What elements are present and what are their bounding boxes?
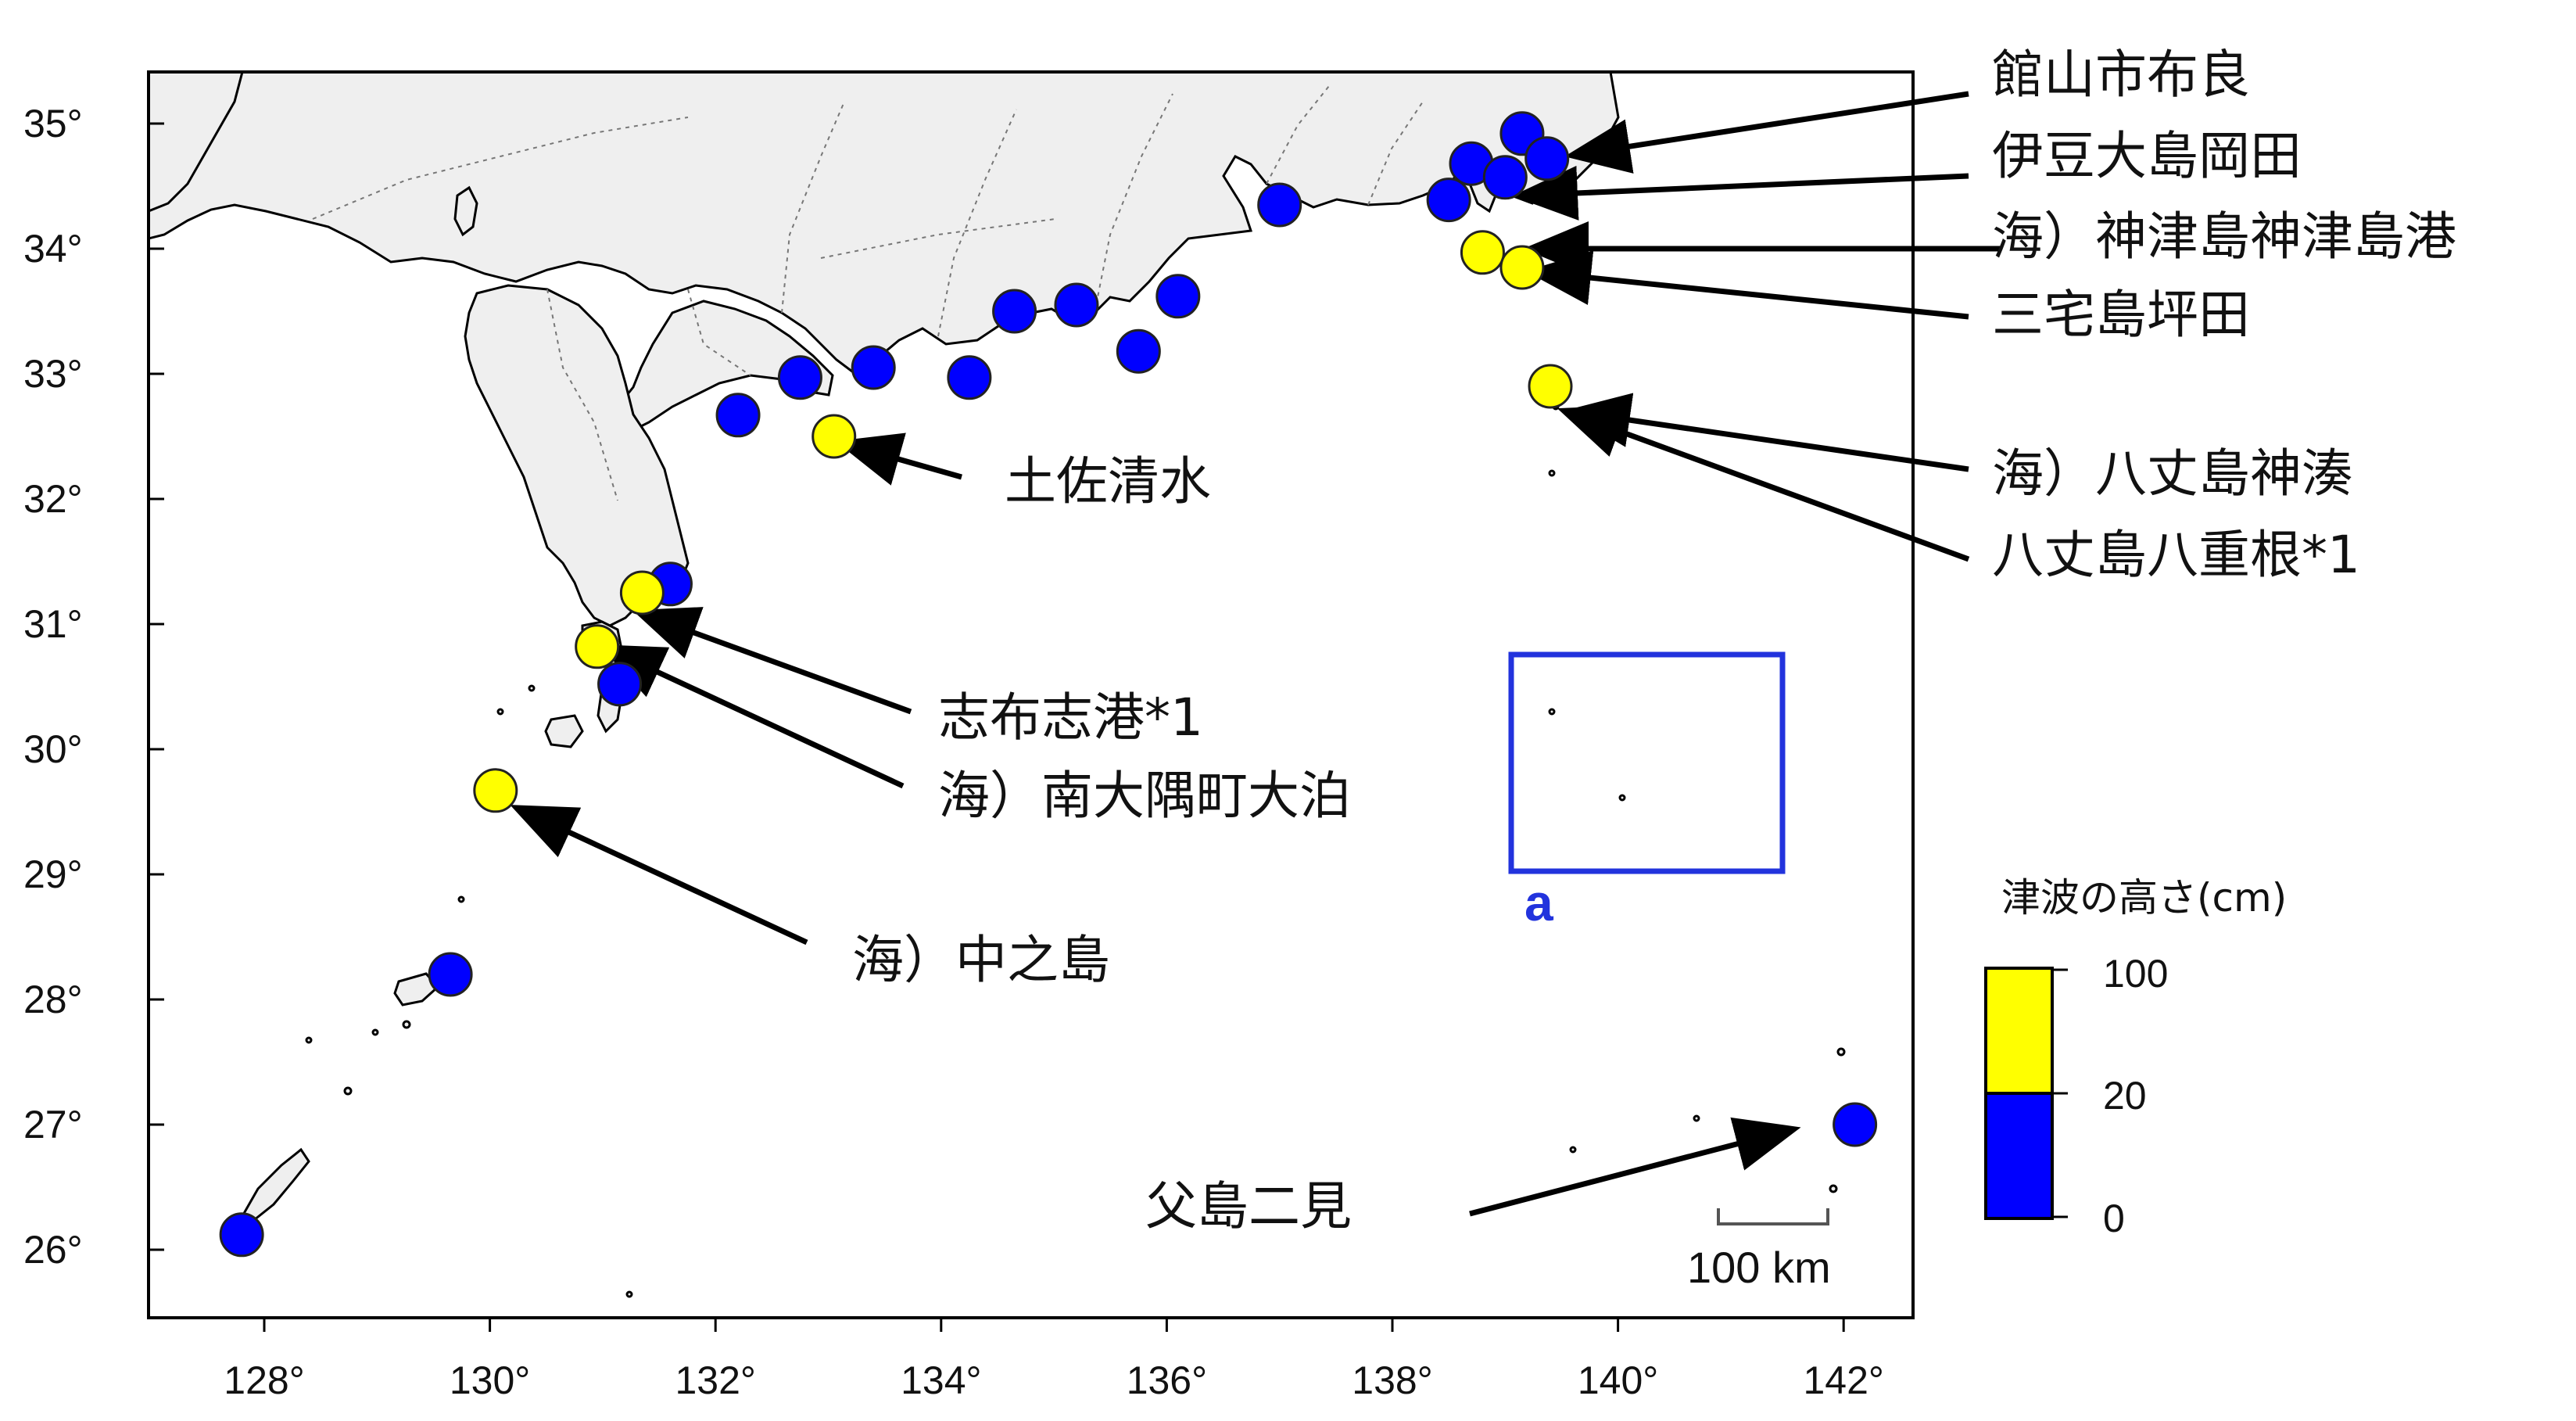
arrows	[510, 91, 2001, 1217]
lat-tick-label: 31°	[23, 602, 83, 646]
okinawa-island	[240, 1147, 310, 1222]
station-marker-low	[1482, 155, 1528, 200]
coastline-layer	[149, 72, 1846, 1298]
arrow-miyake	[1525, 250, 1969, 320]
station-marker-high	[575, 624, 620, 669]
station-marker-low	[851, 345, 896, 390]
lat-tick-label: 27°	[23, 1103, 83, 1146]
kyushu-landmass	[464, 284, 690, 627]
station-marker-high	[811, 414, 857, 459]
prefecture-boundaries	[312, 85, 1424, 501]
lon-tick-label: 132°	[675, 1358, 755, 1402]
lat-tick-label: 26°	[23, 1228, 83, 1272]
tsushima-island	[453, 185, 478, 237]
arrow-shibushi	[632, 607, 912, 715]
lon-tick-label: 142°	[1803, 1358, 1883, 1402]
station-marker-high	[473, 768, 518, 813]
legend-tick-0: 0	[2103, 1197, 2125, 1240]
yakushima-island	[544, 714, 584, 748]
lon-tick-label: 136°	[1127, 1358, 1207, 1402]
lon-tick-label: 130°	[450, 1358, 530, 1402]
arrow-hachijo-yaene	[1557, 405, 1970, 562]
station-marker-low	[428, 952, 473, 997]
station-labels: 館山市布良 伊豆大島岡田 海）神津島神津島港 三宅島坪田 海）八丈島神湊 八丈島…	[852, 45, 2456, 1236]
station-marker-low	[1116, 328, 1161, 374]
map-frame	[147, 70, 1915, 1319]
label-oshima: 伊豆大島岡田	[1992, 126, 2302, 186]
station-marker-low	[1833, 1102, 1878, 1147]
lat-tick-label: 35°	[23, 102, 83, 145]
station-markers	[219, 111, 1878, 1258]
station-marker-high	[1499, 245, 1545, 290]
label-nakanoshima: 海）中之島	[852, 930, 1110, 990]
label-hachijo-kaminato: 海）八丈島神湊	[1992, 443, 2353, 504]
station-marker-low	[1426, 178, 1471, 223]
lat-tick-label: 28°	[23, 978, 83, 1021]
arrow-chichijima	[1469, 1117, 1801, 1217]
inset-box	[1508, 651, 1786, 874]
station-marker-low	[1524, 136, 1570, 181]
label-tateyama: 館山市布良	[1992, 45, 2250, 105]
label-shibushi: 志布志港*1	[938, 687, 1203, 748]
station-marker-low	[715, 393, 761, 438]
latitude-axis: 35° 34° 33° 32° 31° 30° 29° 28° 27° 26°	[23, 102, 164, 1272]
station-marker-high	[619, 570, 665, 615]
small-islands	[305, 403, 1846, 1298]
legend-title: 津波の高さ(cm)	[2001, 875, 2287, 920]
arrow-nakanoshima	[510, 805, 808, 946]
legend-swatch-low	[1984, 1092, 2054, 1220]
label-oodomari: 海）南大隅町大泊	[938, 766, 1351, 826]
label-chichijima: 父島二見	[1145, 1176, 1352, 1236]
arrow-tateyama	[1564, 91, 1969, 174]
legend: 津波の高さ(cm) 100 20 0	[1984, 875, 2287, 1240]
station-marker-high	[1528, 364, 1573, 409]
station-marker-low	[1054, 282, 1099, 328]
label-hachijo-yaene: 八丈島八重根*1	[1992, 525, 2360, 585]
arrow-hachijo-kaminato	[1564, 393, 1969, 472]
korea-landmass	[149, 72, 244, 213]
honshu-landmass	[149, 72, 1620, 373]
label-miyake: 三宅島坪田	[1992, 285, 2250, 345]
scale-bar-label: 100 km	[1687, 1243, 1831, 1292]
station-marker-low	[947, 355, 992, 400]
lat-tick-label: 34°	[23, 227, 83, 271]
legend-swatch-high	[1984, 967, 2054, 1095]
inset-box-label: a	[1524, 874, 1554, 931]
arrow-oshima	[1512, 165, 1969, 221]
station-marker-low	[992, 289, 1037, 334]
lon-tick-label: 140°	[1578, 1358, 1658, 1402]
lon-tick-label: 134°	[901, 1358, 981, 1402]
lat-tick-label: 32°	[23, 477, 83, 521]
station-marker-low	[597, 662, 643, 707]
lat-tick-label: 33°	[23, 352, 83, 396]
legend-tick-100: 100	[2103, 952, 2168, 996]
lon-tick-label: 138°	[1352, 1358, 1432, 1402]
station-marker-low	[219, 1212, 264, 1258]
lon-tick-label: 128°	[224, 1358, 304, 1402]
arrow-oodomari	[598, 644, 905, 789]
lat-tick-label: 30°	[23, 727, 83, 771]
amami-island	[393, 972, 440, 1007]
station-marker-low	[1257, 182, 1302, 228]
arrow-tosashimizu	[835, 432, 962, 486]
lat-tick-label: 29°	[23, 852, 83, 896]
label-tosashimizu: 土佐清水	[1005, 451, 1211, 511]
longitude-axis: 128° 130° 132° 134° 136° 138° 140° 142°	[224, 1318, 1884, 1402]
legend-tick-20: 20	[2103, 1074, 2147, 1118]
label-kozushima: 海）神津島神津島港	[1992, 206, 2456, 267]
scale-bar	[1717, 1208, 1829, 1225]
station-marker-low	[1155, 274, 1201, 319]
station-marker-low	[777, 355, 822, 400]
station-marker-high	[1460, 230, 1505, 275]
